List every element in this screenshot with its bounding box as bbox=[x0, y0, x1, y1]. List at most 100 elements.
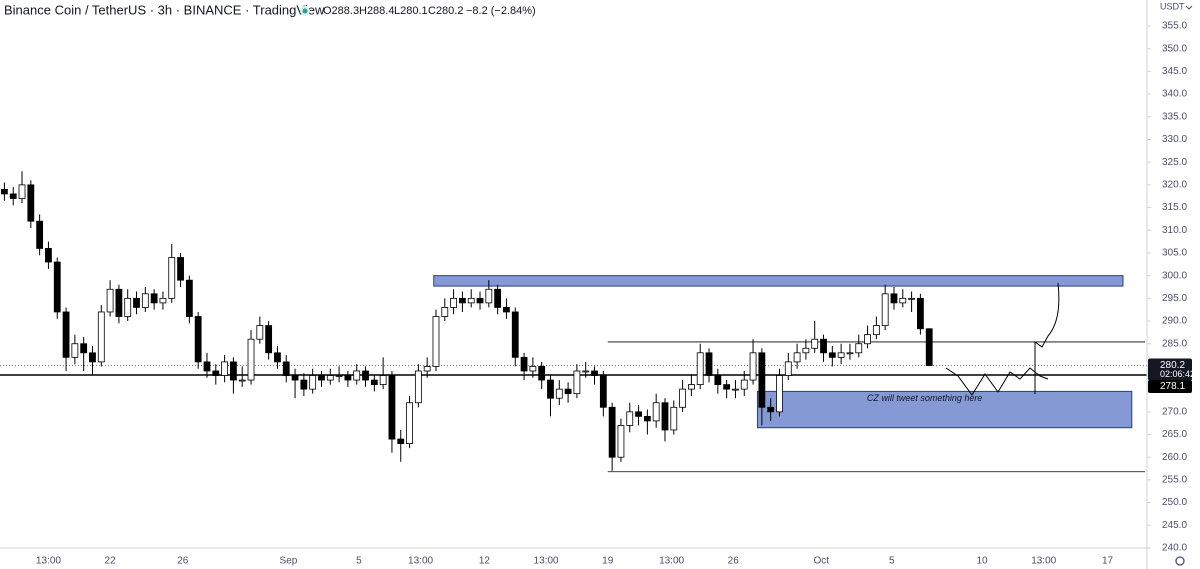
candle-body bbox=[168, 257, 176, 299]
candle-body bbox=[643, 415, 651, 422]
y-tick-label: 260.0 bbox=[1162, 452, 1187, 463]
candle-body bbox=[881, 293, 889, 326]
candle-body bbox=[133, 297, 140, 308]
candle-body bbox=[811, 338, 819, 349]
candle-body bbox=[661, 402, 669, 431]
candle-body bbox=[318, 375, 325, 381]
candle-body bbox=[485, 288, 493, 304]
x-tick-label: 22 bbox=[105, 556, 117, 567]
countdown-label: 02:06:42 bbox=[1160, 369, 1195, 379]
candle-body bbox=[688, 384, 695, 390]
candle-body bbox=[62, 311, 70, 358]
candle-body bbox=[265, 325, 273, 354]
y-tick-label: 245.0 bbox=[1162, 520, 1187, 531]
candle-body bbox=[238, 379, 246, 382]
candle-body bbox=[71, 343, 79, 358]
y-tick-label: 290.0 bbox=[1162, 316, 1187, 327]
candle-body bbox=[221, 361, 228, 376]
candle-body bbox=[591, 370, 598, 376]
candle-body bbox=[732, 388, 739, 391]
candle-body bbox=[776, 375, 783, 413]
zone bbox=[756, 390, 1133, 429]
candle-body bbox=[767, 406, 775, 413]
candle-body bbox=[494, 288, 502, 308]
candle-body bbox=[97, 311, 105, 363]
x-tick-label: Oct bbox=[814, 556, 830, 567]
y-tick-label: 255.0 bbox=[1162, 475, 1187, 486]
candle-body bbox=[185, 279, 193, 317]
y-tick-label: 270.0 bbox=[1162, 406, 1187, 417]
candle-body bbox=[80, 343, 88, 354]
level-tag bbox=[1148, 380, 1192, 394]
candle-body bbox=[309, 375, 317, 390]
currency-dropdown[interactable] bbox=[1185, 5, 1193, 10]
candle-body bbox=[740, 379, 748, 390]
legend-change: −8.2 (−2.84%) bbox=[466, 5, 536, 17]
candle-body bbox=[353, 370, 361, 381]
candle-body bbox=[291, 375, 299, 381]
candle-body bbox=[150, 293, 158, 304]
y-tick-label: 310.0 bbox=[1162, 225, 1187, 236]
candle-body bbox=[274, 352, 281, 363]
x-tick-label: 13:00 bbox=[36, 556, 61, 567]
candle-body bbox=[599, 375, 607, 408]
candle-body bbox=[573, 370, 581, 395]
candle-body bbox=[723, 384, 731, 390]
candle-body bbox=[212, 370, 220, 376]
candle-body bbox=[388, 375, 396, 440]
candle-body bbox=[406, 402, 413, 445]
y-tick-label: 315.0 bbox=[1162, 202, 1187, 213]
projection-arrow bbox=[1034, 282, 1060, 394]
y-tick-label: 355.0 bbox=[1162, 21, 1187, 32]
chart-title: Binance Coin / TetherUS · 3h · BINANCE ·… bbox=[4, 2, 325, 17]
candle-body bbox=[793, 352, 801, 363]
candle-body bbox=[459, 297, 466, 304]
y-tick-label: 320.0 bbox=[1162, 180, 1187, 191]
candle-body bbox=[36, 220, 44, 249]
candle-body bbox=[670, 406, 678, 431]
candle-body bbox=[635, 411, 642, 417]
candle-body bbox=[397, 438, 405, 445]
x-tick-label: 5 bbox=[356, 556, 362, 567]
y-tick-label: 345.0 bbox=[1162, 66, 1187, 77]
x-tick-label: Sep bbox=[280, 556, 298, 567]
candle-body bbox=[18, 184, 26, 199]
candle-body bbox=[230, 361, 237, 381]
candle-body bbox=[846, 352, 854, 355]
last-price-label: 280.2 bbox=[1160, 360, 1185, 371]
candle-body bbox=[511, 311, 519, 358]
candle-body bbox=[326, 375, 334, 381]
annotation: CZ will tweet something here bbox=[867, 393, 983, 403]
x-tick-label: 13:00 bbox=[659, 556, 684, 567]
candle-body bbox=[626, 411, 634, 426]
currency-label[interactable]: USDT bbox=[1160, 1, 1185, 11]
candle-body bbox=[1, 189, 8, 195]
candle-body bbox=[379, 375, 387, 385]
candle-body bbox=[864, 334, 871, 345]
settings-gear[interactable] bbox=[1175, 556, 1185, 566]
candle-body bbox=[608, 406, 616, 458]
candle-body bbox=[9, 193, 17, 199]
candle-body bbox=[106, 288, 114, 313]
candle-body bbox=[784, 361, 792, 376]
candle-body bbox=[370, 379, 378, 385]
candle-body bbox=[414, 370, 422, 404]
candle-body bbox=[679, 388, 686, 408]
candle-body bbox=[820, 338, 827, 354]
y-tick-label: 340.0 bbox=[1162, 89, 1187, 100]
candle-body bbox=[696, 352, 704, 385]
legend-open: O288.3 bbox=[323, 5, 359, 17]
candle-body bbox=[890, 293, 898, 304]
candle-body bbox=[802, 347, 810, 354]
settings-icon[interactable] bbox=[1175, 556, 1185, 566]
y-tick-label: 350.0 bbox=[1162, 43, 1187, 54]
candle-body bbox=[256, 325, 264, 340]
candle-body bbox=[362, 370, 369, 381]
x-tick-label: 13:00 bbox=[534, 556, 559, 567]
candle-body bbox=[872, 325, 880, 336]
candle-body bbox=[89, 352, 96, 363]
candle-body bbox=[450, 297, 457, 308]
legend-low: L280.1 bbox=[394, 5, 428, 17]
candle-body bbox=[564, 388, 572, 395]
